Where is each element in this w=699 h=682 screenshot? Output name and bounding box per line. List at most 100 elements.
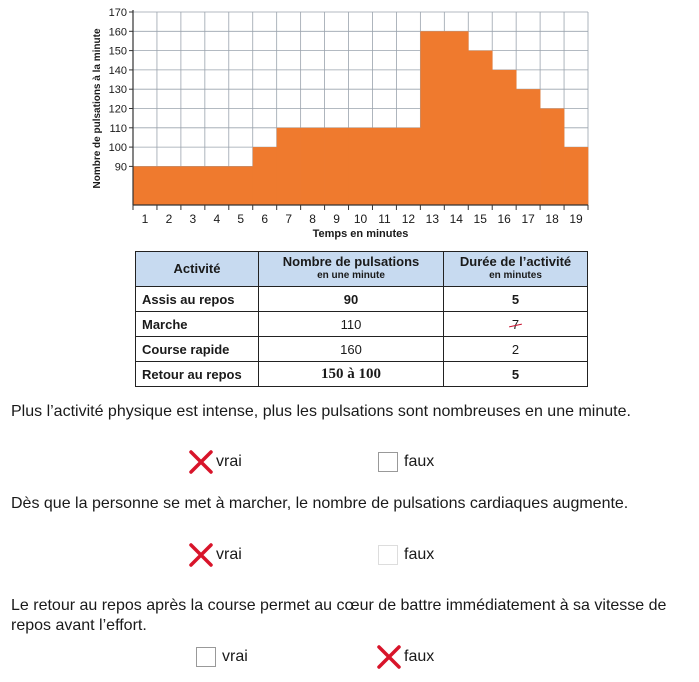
bar <box>276 127 301 205</box>
bar <box>204 166 230 205</box>
header-duration: Durée de l’activité en minutes <box>443 251 588 287</box>
table-row: Retour au repos 150 à 100 5 <box>135 361 588 387</box>
row-duration: 5 <box>443 361 588 387</box>
row-duration: 5 <box>443 286 588 312</box>
x-tick-label: 4 <box>213 212 220 226</box>
question-3-text: Le retour au repos après la course perme… <box>11 597 667 634</box>
x-tick-label: 2 <box>166 212 173 226</box>
bar <box>492 69 517 206</box>
x-tick-label: 7 <box>285 212 292 226</box>
x-tick-label: 1 <box>142 212 149 226</box>
table-row: Course rapide 160 2 <box>135 336 588 362</box>
row-pulses: 160 <box>258 336 444 362</box>
x-tick-label: 14 <box>450 212 464 226</box>
question-1-faux-label: faux <box>404 453 435 470</box>
x-tick-label: 19 <box>569 212 583 226</box>
x-tick-label: 17 <box>521 212 535 226</box>
y-tick-label: 130 <box>109 84 127 96</box>
y-tick-label: 170 <box>109 7 127 19</box>
bar <box>444 31 469 205</box>
row-activity: Retour au repos <box>135 361 259 387</box>
row-duration: 7 <box>511 316 520 332</box>
y-tick-label: 120 <box>109 104 127 116</box>
x-tick-label: 13 <box>426 212 440 226</box>
bar <box>540 108 565 205</box>
activity-table: Activité Nombre de pulsations en une min… <box>135 251 588 387</box>
question-1-vrai-label: vrai <box>216 453 242 470</box>
header-duration-title: Durée de l’activité <box>459 254 572 269</box>
x-tick-label: 18 <box>545 212 559 226</box>
question-3-option-vrai[interactable]: vrai <box>196 647 248 667</box>
bar <box>228 166 254 205</box>
bar <box>133 166 158 205</box>
bar <box>252 147 277 205</box>
x-tick-label: 10 <box>354 212 368 226</box>
x-tick-label: 5 <box>237 212 244 226</box>
question-2-faux-label: faux <box>404 546 435 563</box>
question-2-vrai-checkbox[interactable] <box>189 543 213 567</box>
x-mark-icon <box>189 450 213 474</box>
row-pulses: 90 <box>258 286 444 312</box>
x-tick-label: 9 <box>333 212 340 226</box>
x-mark-icon <box>377 645 401 669</box>
question-1-option-faux[interactable]: faux <box>378 452 434 472</box>
bar <box>468 50 493 205</box>
bar <box>396 127 421 205</box>
y-tick-label: 140 <box>109 65 127 77</box>
x-tick-label: 16 <box>498 212 512 226</box>
row-activity: Marche <box>135 311 259 337</box>
header-activity: Activité <box>135 251 259 287</box>
bar <box>300 127 325 205</box>
x-mark-icon <box>189 543 213 567</box>
x-tick-label: 8 <box>309 212 316 226</box>
question-3-faux-checkbox[interactable] <box>377 645 401 669</box>
table-row: Assis au repos 90 5 <box>135 286 588 312</box>
row-activity: Assis au repos <box>135 286 259 312</box>
question-1-text: Plus l’activité physique est intense, pl… <box>11 403 631 420</box>
y-tick-label: 100 <box>109 142 127 154</box>
bar <box>564 147 589 205</box>
y-tick-label: 150 <box>109 46 127 58</box>
bar <box>156 166 182 205</box>
y-tick-label: 160 <box>109 26 127 38</box>
bar <box>372 127 397 205</box>
header-duration-sub: en minutes <box>489 270 542 281</box>
question-3-vrai-checkbox[interactable] <box>196 647 216 667</box>
x-tick-label: 15 <box>474 212 488 226</box>
row-duration: 2 <box>443 336 588 362</box>
bar <box>348 127 373 205</box>
y-tick-label: 90 <box>115 161 127 173</box>
x-axis-label: Temps en minutes <box>313 228 409 240</box>
question-2-option-vrai[interactable]: vrai <box>189 543 242 567</box>
bar <box>180 166 206 205</box>
question-1-vrai-checkbox[interactable] <box>189 450 213 474</box>
row-pulses: 110 <box>258 311 444 337</box>
y-axis-label: Nombre de pulsations à la minute <box>92 28 103 188</box>
header-pulses-sub: en une minute <box>317 270 385 281</box>
question-3-option-faux[interactable]: faux <box>377 645 435 669</box>
row-duration-cell: 7 <box>443 311 588 337</box>
question-3-faux-label: faux <box>404 648 435 665</box>
question-2-option-faux[interactable]: faux <box>378 545 434 565</box>
x-tick-label: 3 <box>190 212 197 226</box>
header-pulses-title: Nombre de pulsations <box>282 254 420 269</box>
y-tick-label: 110 <box>109 123 127 135</box>
question-2-vrai-label: vrai <box>216 546 242 563</box>
x-tick-label: 12 <box>402 212 416 226</box>
bar <box>324 127 349 205</box>
question-3-vrai-label: vrai <box>222 648 248 665</box>
question-2-text: Dès que la personne se met à marcher, le… <box>11 495 629 512</box>
question-1-option-vrai[interactable]: vrai <box>189 450 242 474</box>
question-2-faux-checkbox[interactable] <box>378 545 398 565</box>
bar <box>516 89 541 205</box>
x-tick-label: 6 <box>261 212 268 226</box>
bar <box>420 31 445 205</box>
x-tick-label: 11 <box>378 212 391 226</box>
question-1-faux-checkbox[interactable] <box>378 452 398 472</box>
header-pulses: Nombre de pulsations en une minute <box>258 251 444 287</box>
table-header-row: Activité Nombre de pulsations en une min… <box>135 251 588 287</box>
row-pulses: 150 à 100 <box>258 361 444 387</box>
header-activity-title: Activité <box>173 261 221 276</box>
table-row: Marche 110 7 <box>135 311 588 337</box>
